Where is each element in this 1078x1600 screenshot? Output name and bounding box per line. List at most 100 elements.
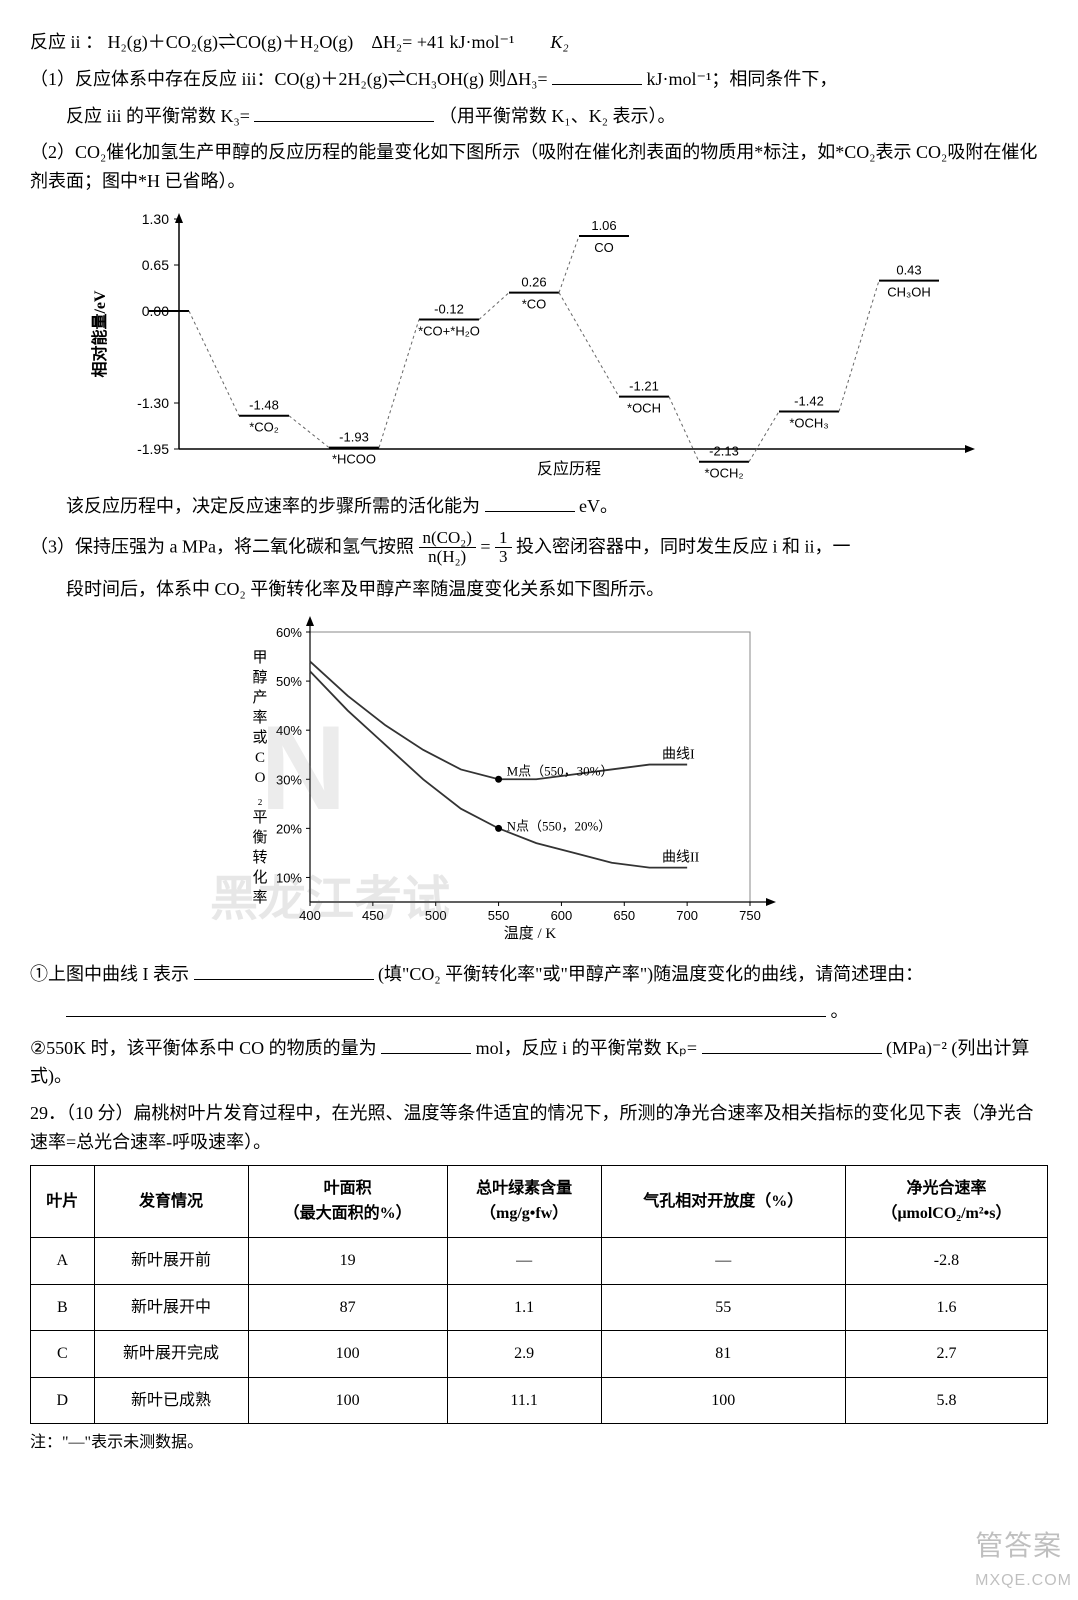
svg-text:-1.30: -1.30 xyxy=(137,395,169,411)
svg-text:*CO: *CO xyxy=(522,297,547,312)
svg-text:550: 550 xyxy=(488,908,510,923)
reaction-ii-eq: H₂(g)＋CO₂(g)⇌CO(g)＋H₂O(g) xyxy=(108,32,354,52)
svg-text:1.06: 1.06 xyxy=(591,218,616,233)
q3-sub2-b: mol，反应 i 的平衡常数 Kₚ= xyxy=(476,1038,697,1058)
table-cell: 81 xyxy=(601,1331,845,1378)
svg-text:700: 700 xyxy=(676,908,698,923)
q3-frac2: 1 3 xyxy=(495,529,512,567)
svg-text:750: 750 xyxy=(739,908,761,923)
table-cell: 新叶展开中 xyxy=(94,1284,248,1331)
svg-text:-1.93: -1.93 xyxy=(339,430,369,445)
svg-text:-1.48: -1.48 xyxy=(249,398,279,413)
svg-text:30%: 30% xyxy=(276,772,302,787)
table-cell: — xyxy=(601,1237,845,1284)
q3-line1: （3）保持压强为 a MPa，将二氧化碳和氢气按照 n(CO₂) n(H₂) =… xyxy=(30,529,1048,567)
reaction-ii-k: K₂ xyxy=(550,32,568,52)
svg-text:相对能量/eV: 相对能量/eV xyxy=(90,290,109,378)
svg-text:50%: 50% xyxy=(276,674,302,689)
table-cell: 1.1 xyxy=(447,1284,601,1331)
svg-text:曲线II: 曲线II xyxy=(662,850,700,866)
q1-blank-1 xyxy=(552,67,642,85)
q3-frac1: n(CO₂) n(H₂) xyxy=(419,529,476,567)
reaction-ii-dh: ΔH₂= +41 kJ·mol⁻¹ xyxy=(371,32,514,52)
table-cell: 87 xyxy=(248,1284,447,1331)
q29-text: 29．（10 分）扁桃树叶片发育过程中，在光照、温度等条件适宜的情况下，所测的净… xyxy=(30,1099,1048,1157)
svg-text:*OCH₂: *OCH₂ xyxy=(705,466,744,481)
svg-text:-0.12: -0.12 xyxy=(434,301,464,316)
svg-text:400: 400 xyxy=(299,908,321,923)
q1-blank-2 xyxy=(254,104,434,122)
q3-sub2-blank2 xyxy=(702,1036,882,1054)
q3-sub1-b: (填"CO₂ 平衡转化率"或"甲醇产率")随温度变化的曲线，请简述理由： xyxy=(378,964,923,984)
q1-text-a: （1）反应体系中存在反应 iii：CO(g)＋2H₂(g)⇌CH₃OH(g) 则… xyxy=(30,69,552,89)
q2-text: （2）CO₂催化加氢生产甲醇的反应历程的能量变化如下图所示（吸附在催化剂表面的物… xyxy=(30,138,1048,196)
table-cell: C xyxy=(31,1331,95,1378)
table-cell: 2.7 xyxy=(845,1331,1047,1378)
yield-chart: 10%20%30%40%50%60%4004505005506006507007… xyxy=(230,612,790,952)
svg-text:1.30: 1.30 xyxy=(142,211,169,227)
svg-text:*CO+*H₂O: *CO+*H₂O xyxy=(418,323,480,338)
svg-text:O: O xyxy=(255,770,266,786)
table-header: 叶片 xyxy=(31,1165,95,1237)
table-row: D新叶已成熟10011.11005.8 xyxy=(31,1377,1048,1424)
table-cell: 新叶已成熟 xyxy=(94,1377,248,1424)
svg-text:-2.13: -2.13 xyxy=(709,444,739,459)
table-cell: B xyxy=(31,1284,95,1331)
table-header: 叶面积（最大面积的%） xyxy=(248,1165,447,1237)
svg-text:衡: 衡 xyxy=(252,829,267,846)
svg-text:600: 600 xyxy=(551,908,573,923)
corner-watermark: 管答案 MXQE.COM xyxy=(975,1524,1072,1594)
svg-text:甲: 甲 xyxy=(252,650,267,666)
q2-text-a: （2）CO₂催化加氢生产甲醇的反应历程的能量变化如下图所示（吸附在催化剂表面的物… xyxy=(30,142,1037,191)
q1-unit-b: （用平衡常数 K₁、K₂ 表示）。 xyxy=(439,106,676,126)
svg-text:0.65: 0.65 xyxy=(142,257,169,273)
svg-text:N点（550，20%）: N点（550，20%） xyxy=(507,818,612,833)
q3-sub1-blank1 xyxy=(194,962,374,980)
table-cell: — xyxy=(447,1237,601,1284)
svg-text:反应历程: 反应历程 xyxy=(537,459,601,478)
table-cell: 55 xyxy=(601,1284,845,1331)
svg-text:或: 或 xyxy=(252,729,267,746)
q1-text-b: 反应 iii 的平衡常数 K₃= xyxy=(66,106,254,126)
svg-text:醇: 醇 xyxy=(252,669,267,686)
svg-text:60%: 60% xyxy=(276,625,302,640)
q3-text-b: 投入密闭容器中，同时发生反应 i 和 ii，一 xyxy=(516,536,851,556)
svg-text:0.43: 0.43 xyxy=(896,263,921,278)
q3-frac1-num: n(CO₂) xyxy=(419,529,476,549)
table-cell: 新叶展开前 xyxy=(94,1237,248,1284)
svg-text:率: 率 xyxy=(252,889,267,906)
svg-text:*OCH₃: *OCH₃ xyxy=(789,415,828,430)
q3-sub1: ①上图中曲线 I 表示 (填"CO₂ 平衡转化率"或"甲醇产率")随温度变化的曲… xyxy=(30,960,1048,989)
q3-sub1-end: 。 xyxy=(831,1001,849,1021)
table-cell: 100 xyxy=(248,1331,447,1378)
table-cell: -2.8 xyxy=(845,1237,1047,1284)
table-row: A新叶展开前19——-2.8 xyxy=(31,1237,1048,1284)
svg-text:-1.21: -1.21 xyxy=(629,379,659,394)
table-cell: 11.1 xyxy=(447,1377,601,1424)
table-cell: D xyxy=(31,1377,95,1424)
svg-text:C: C xyxy=(255,750,265,766)
q29-table: 叶片发育情况叶面积（最大面积的%）总叶绿素含量（mg/g•fw）气孔相对开放度（… xyxy=(30,1165,1048,1425)
svg-text:M点（550，30%）: M点（550，30%） xyxy=(507,763,614,778)
q3-text-a: （3）保持压强为 a MPa，将二氧化碳和氢气按照 xyxy=(30,536,414,556)
q2-caption-text: 该反应历程中，决定反应速率的步骤所需的活化能为 xyxy=(66,496,480,516)
table-cell: 2.9 xyxy=(447,1331,601,1378)
reaction-ii-line: 反应 ii ： H₂(g)＋CO₂(g)⇌CO(g)＋H₂O(g) ΔH₂= +… xyxy=(30,28,1048,57)
q3-sub2: ②550K 时，该平衡体系中 CO 的物质的量为 mol，反应 i 的平衡常数 … xyxy=(30,1034,1048,1092)
table-row: B新叶展开中871.1551.6 xyxy=(31,1284,1048,1331)
table-cell: 19 xyxy=(248,1237,447,1284)
table-header: 总叶绿素含量（mg/g•fw） xyxy=(447,1165,601,1237)
q3-sub1-line2: 。 xyxy=(30,997,1048,1026)
q3-frac2-den: 3 xyxy=(495,548,512,567)
table-cell: 新叶展开完成 xyxy=(94,1331,248,1378)
svg-text:450: 450 xyxy=(362,908,384,923)
svg-text:平: 平 xyxy=(252,810,267,826)
table-header: 发育情况 xyxy=(94,1165,248,1237)
table-cell: 100 xyxy=(601,1377,845,1424)
table-cell: 5.8 xyxy=(845,1377,1047,1424)
q1-line1: （1）反应体系中存在反应 iii：CO(g)＋2H₂(g)⇌CH₃OH(g) 则… xyxy=(30,65,1048,94)
svg-text:CO: CO xyxy=(594,240,614,255)
svg-text:*CO₂: *CO₂ xyxy=(249,420,279,435)
chart-area: 10%20%30%40%50%60%4004505005506006507007… xyxy=(30,612,1048,952)
energy-diagram: 1.300.650.00-1.30-1.95相对能量/eV反应历程-1.48*C… xyxy=(79,204,999,484)
